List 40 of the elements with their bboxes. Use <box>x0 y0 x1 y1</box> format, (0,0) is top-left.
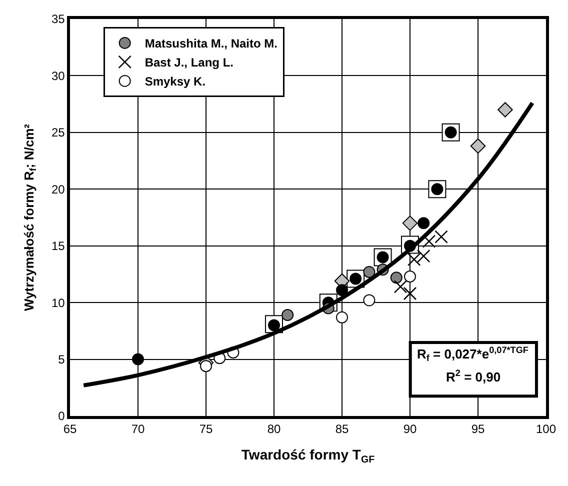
point <box>407 252 421 266</box>
x-tick-label: 100 <box>536 422 556 436</box>
x-tick-label: 70 <box>131 422 145 436</box>
y-tick-label: 20 <box>51 182 66 196</box>
y-tick-label: 15 <box>51 239 66 254</box>
point <box>200 360 212 372</box>
x-tick-label: 95 <box>471 422 485 436</box>
point <box>282 309 294 322</box>
point <box>498 102 513 118</box>
y-tick-label: 0 <box>58 409 66 424</box>
point <box>402 216 418 231</box>
x-tick-label: 85 <box>335 422 349 436</box>
point <box>132 353 144 366</box>
annotation: R$_{f}$ = 0,027*e$^{0,07*TGF}$ <box>417 345 529 364</box>
y-tick-label: 25 <box>51 126 66 140</box>
x-axis-title: Twardość formy T$_{GF}$ <box>241 446 375 466</box>
point <box>418 217 430 230</box>
y-tick-label: 30 <box>51 68 66 83</box>
point <box>470 138 486 154</box>
x-tick-label: 65 <box>63 422 77 436</box>
point <box>422 234 436 248</box>
point <box>434 230 448 244</box>
point <box>336 284 348 296</box>
point <box>336 311 348 324</box>
point <box>363 266 376 278</box>
y-tick-label: 10 <box>51 296 66 310</box>
y-tick-label: 5 <box>58 352 66 366</box>
y-tick-label: 35 <box>51 12 66 26</box>
x-tick-label: 80 <box>267 422 281 436</box>
point <box>394 280 408 294</box>
point <box>390 272 402 284</box>
legend-label: Smyksy K. <box>144 74 206 89</box>
x-tick-label: 90 <box>403 422 417 436</box>
point <box>416 249 430 263</box>
x-tick-label: 75 <box>199 422 213 436</box>
annotation: R$^{2}$ = 0,90 <box>446 368 501 384</box>
point <box>404 270 416 282</box>
point <box>403 286 417 300</box>
legend-label: Bast J., Lang L. <box>144 56 234 70</box>
legend-label: Matsushita M., Naito M. <box>144 36 278 51</box>
